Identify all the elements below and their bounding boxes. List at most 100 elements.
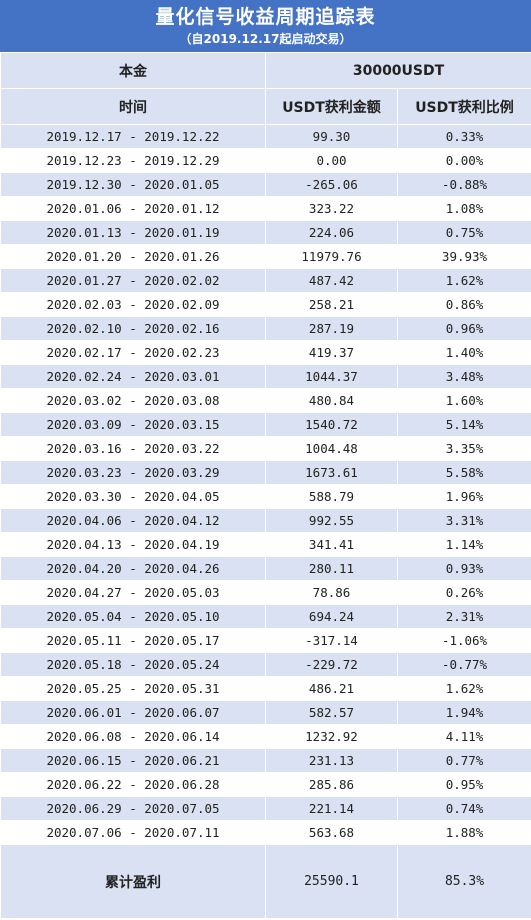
row-ratio: -0.88% [396,172,531,197]
table-row: 2019.12.17 - 2019.12.22 99.30 0.33% [0,124,531,149]
row-amount: 280.11 [265,556,398,581]
row-ratio: 0.00% [396,148,531,173]
total-ratio: 85.3% [396,844,531,919]
row-period: 2020.02.24 - 2020.03.01 [0,364,266,389]
row-ratio: -0.77% [396,652,531,677]
table-row: 2020.02.03 - 2020.02.09 258.21 0.86% [0,292,531,317]
row-period: 2019.12.17 - 2019.12.22 [0,124,266,149]
table-row: 2020.02.10 - 2020.02.16 287.19 0.96% [0,316,531,341]
row-amount: 341.41 [265,532,398,557]
row-period: 2020.06.22 - 2020.06.28 [0,772,266,797]
row-ratio: 5.58% [396,460,531,485]
row-period: 2020.06.01 - 2020.06.07 [0,700,266,725]
table-row: 2020.03.23 - 2020.03.29 1673.61 5.58% [0,460,531,485]
row-ratio: 0.26% [396,580,531,605]
row-amount: 231.13 [265,748,398,773]
row-period: 2020.03.23 - 2020.03.29 [0,460,266,485]
row-period: 2020.07.06 - 2020.07.11 [0,820,266,845]
row-amount: 1540.72 [265,412,398,437]
row-amount: -317.14 [265,628,398,653]
row-amount: 1004.48 [265,436,398,461]
table-row: 2019.12.30 - 2020.01.05 -265.06 -0.88% [0,172,531,197]
table-title: 量化信号收益周期追踪表 [155,6,376,28]
row-period: 2020.05.04 - 2020.05.10 [0,604,266,629]
table-row: 2020.01.27 - 2020.02.02 487.42 1.62% [0,268,531,293]
row-ratio: 0.75% [396,220,531,245]
total-amount: 25590.1 [265,844,398,919]
row-ratio: 1.96% [396,484,531,509]
row-amount: 99.30 [265,124,398,149]
row-amount: 563.68 [265,820,398,845]
row-period: 2020.05.25 - 2020.05.31 [0,676,266,701]
row-amount: 258.21 [265,292,398,317]
row-period: 2020.03.16 - 2020.03.22 [0,436,266,461]
principal-row: 本金 30000USDT [0,52,531,89]
table-row: 2020.04.20 - 2020.04.26 280.11 0.93% [0,556,531,581]
row-ratio: 3.31% [396,508,531,533]
row-ratio: 5.14% [396,412,531,437]
row-ratio: 3.48% [396,364,531,389]
table-row: 2020.05.25 - 2020.05.31 486.21 1.62% [0,676,531,701]
row-period: 2020.02.10 - 2020.02.16 [0,316,266,341]
row-amount: -265.06 [265,172,398,197]
row-amount: 78.86 [265,580,398,605]
row-ratio: 0.93% [396,556,531,581]
column-header-amount: USDT获利金额 [265,88,398,125]
row-ratio: 1.94% [396,700,531,725]
row-ratio: 2.31% [396,604,531,629]
column-header-row: 时间 USDT获利金额 USDT获利比例 [0,88,531,125]
row-ratio: 4.11% [396,724,531,749]
column-header-period: 时间 [0,88,266,125]
table-row: 2020.06.15 - 2020.06.21 231.13 0.77% [0,748,531,773]
row-amount: 486.21 [265,676,398,701]
row-amount: 480.84 [265,388,398,413]
profit-table: 本金 30000USDT 时间 USDT获利金额 USDT获利比例 2019.1… [0,52,531,919]
table-row: 2020.01.20 - 2020.01.26 11979.76 39.93% [0,244,531,269]
row-ratio: 3.35% [396,436,531,461]
row-ratio: 1.62% [396,676,531,701]
row-ratio: 0.33% [396,124,531,149]
row-amount: 11979.76 [265,244,398,269]
table-row: 2020.06.22 - 2020.06.28 285.86 0.95% [0,772,531,797]
row-period: 2020.04.27 - 2020.05.03 [0,580,266,605]
table-row: 2020.02.24 - 2020.03.01 1044.37 3.48% [0,364,531,389]
row-ratio: 0.95% [396,772,531,797]
row-period: 2020.03.30 - 2020.04.05 [0,484,266,509]
row-period: 2020.04.20 - 2020.04.26 [0,556,266,581]
row-period: 2019.12.30 - 2020.01.05 [0,172,266,197]
table-row: 2019.12.23 - 2019.12.29 0.00 0.00% [0,148,531,173]
total-row: 累计盈利 25590.1 85.3% [0,844,531,919]
row-ratio: 1.62% [396,268,531,293]
row-amount: 588.79 [265,484,398,509]
row-ratio: 1.88% [396,820,531,845]
row-period: 2020.01.27 - 2020.02.02 [0,268,266,293]
row-period: 2020.01.06 - 2020.01.12 [0,196,266,221]
row-period: 2020.04.06 - 2020.04.12 [0,508,266,533]
row-amount: 694.24 [265,604,398,629]
table-row: 2020.03.09 - 2020.03.15 1540.72 5.14% [0,412,531,437]
row-period: 2020.05.18 - 2020.05.24 [0,652,266,677]
table-row: 2020.01.13 - 2020.01.19 224.06 0.75% [0,220,531,245]
row-ratio: 0.96% [396,316,531,341]
table-row: 2020.04.13 - 2020.04.19 341.41 1.14% [0,532,531,557]
table-subtitle: （自2019.12.17起启动交易） [179,32,352,46]
row-period: 2020.04.13 - 2020.04.19 [0,532,266,557]
row-period: 2019.12.23 - 2019.12.29 [0,148,266,173]
table-row: 2020.03.02 - 2020.03.08 480.84 1.60% [0,388,531,413]
row-amount: 582.57 [265,700,398,725]
table-row: 2020.02.17 - 2020.02.23 419.37 1.40% [0,340,531,365]
row-amount: 419.37 [265,340,398,365]
principal-label: 本金 [0,52,266,89]
row-ratio: -1.06% [396,628,531,653]
row-period: 2020.06.29 - 2020.07.05 [0,796,266,821]
row-amount: 487.42 [265,268,398,293]
row-period: 2020.06.15 - 2020.06.21 [0,748,266,773]
row-amount: 323.22 [265,196,398,221]
row-ratio: 0.86% [396,292,531,317]
row-period: 2020.05.11 - 2020.05.17 [0,628,266,653]
row-period: 2020.01.20 - 2020.01.26 [0,244,266,269]
row-ratio: 1.40% [396,340,531,365]
table-row: 2020.03.30 - 2020.04.05 588.79 1.96% [0,484,531,509]
row-amount: 285.86 [265,772,398,797]
row-period: 2020.02.03 - 2020.02.09 [0,292,266,317]
